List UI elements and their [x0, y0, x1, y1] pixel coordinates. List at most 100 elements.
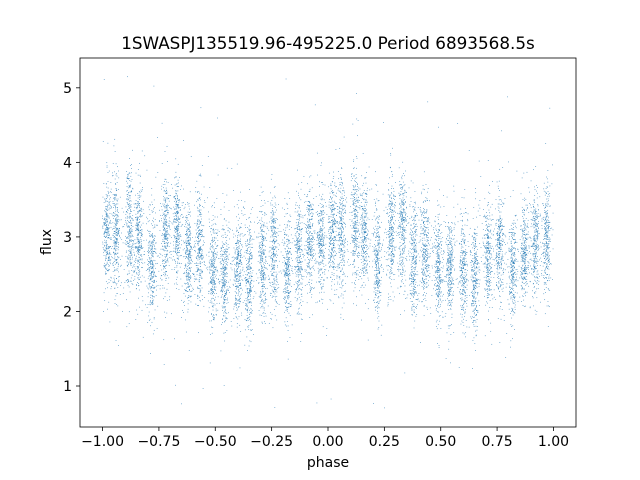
data-point — [106, 218, 108, 220]
data-point — [213, 317, 215, 319]
data-point — [212, 274, 214, 276]
data-point — [203, 264, 205, 265]
data-point — [272, 291, 274, 293]
data-point — [165, 271, 167, 273]
data-point — [163, 205, 164, 207]
data-point — [186, 256, 187, 257]
data-point — [163, 223, 164, 224]
data-point — [295, 266, 297, 268]
data-point — [238, 306, 240, 307]
data-point — [140, 236, 141, 238]
data-point — [210, 243, 211, 244]
data-point — [261, 248, 263, 250]
data-point — [197, 295, 199, 297]
data-point — [167, 209, 168, 211]
data-point — [285, 259, 287, 260]
data-point — [317, 237, 319, 239]
data-point — [301, 293, 303, 295]
data-point — [113, 218, 114, 219]
data-point — [114, 212, 116, 214]
data-point — [130, 211, 132, 212]
data-point — [224, 233, 226, 235]
data-point — [306, 239, 308, 241]
data-point — [214, 261, 216, 262]
data-point — [153, 288, 155, 289]
data-point — [167, 257, 169, 259]
data-point — [234, 249, 236, 251]
data-point — [262, 261, 263, 262]
data-point — [287, 358, 289, 360]
data-point — [259, 219, 260, 221]
data-point — [165, 214, 167, 216]
data-point — [300, 261, 302, 263]
data-point — [200, 285, 201, 287]
data-point — [311, 279, 313, 281]
data-point — [262, 259, 264, 261]
data-point — [272, 218, 274, 220]
data-point — [162, 245, 163, 247]
data-point — [331, 206, 333, 208]
data-point — [126, 186, 128, 187]
data-point — [224, 285, 226, 287]
data-point — [152, 265, 154, 267]
data-point — [114, 270, 115, 272]
data-point — [163, 265, 164, 266]
data-point — [285, 264, 286, 265]
data-point — [226, 263, 227, 265]
data-point — [226, 224, 228, 226]
data-point — [251, 254, 253, 256]
data-point — [265, 288, 266, 290]
data-point — [165, 235, 167, 236]
data-point — [298, 292, 299, 294]
data-point — [263, 266, 265, 268]
data-point — [222, 243, 224, 245]
data-point — [212, 263, 213, 265]
data-point — [298, 206, 300, 208]
data-point — [213, 267, 214, 269]
data-point — [189, 226, 191, 228]
data-point — [109, 246, 110, 248]
data-point — [321, 244, 323, 245]
data-point — [108, 256, 110, 257]
data-point — [108, 202, 110, 203]
data-point — [246, 336, 248, 338]
data-point — [273, 228, 275, 230]
data-point — [130, 165, 131, 166]
data-point — [128, 281, 130, 283]
data-point — [186, 279, 188, 281]
data-point — [140, 189, 142, 191]
data-point — [271, 273, 273, 274]
data-point — [106, 228, 108, 230]
data-point — [272, 221, 274, 222]
data-point — [310, 244, 312, 246]
data-point — [152, 227, 154, 229]
data-point — [287, 293, 289, 294]
data-point — [198, 248, 200, 249]
data-point — [297, 259, 299, 261]
data-point — [263, 294, 265, 296]
data-point — [164, 237, 166, 239]
data-point — [176, 204, 178, 206]
data-point — [200, 246, 201, 248]
data-point — [263, 222, 265, 224]
data-point — [273, 278, 275, 280]
data-point — [189, 212, 190, 213]
data-point — [324, 227, 325, 229]
data-point — [212, 251, 214, 253]
data-point — [108, 235, 110, 236]
data-point — [200, 233, 202, 235]
data-point — [310, 247, 312, 249]
data-point — [236, 304, 237, 306]
data-point — [324, 271, 325, 273]
data-point — [238, 251, 239, 252]
data-point — [200, 290, 202, 291]
data-point — [137, 266, 138, 268]
data-point — [237, 256, 239, 258]
data-point — [220, 270, 222, 272]
data-point — [264, 225, 266, 227]
data-point — [166, 231, 168, 232]
data-point — [247, 317, 249, 319]
data-point — [298, 245, 300, 247]
data-point — [271, 263, 273, 265]
data-point — [288, 240, 289, 241]
